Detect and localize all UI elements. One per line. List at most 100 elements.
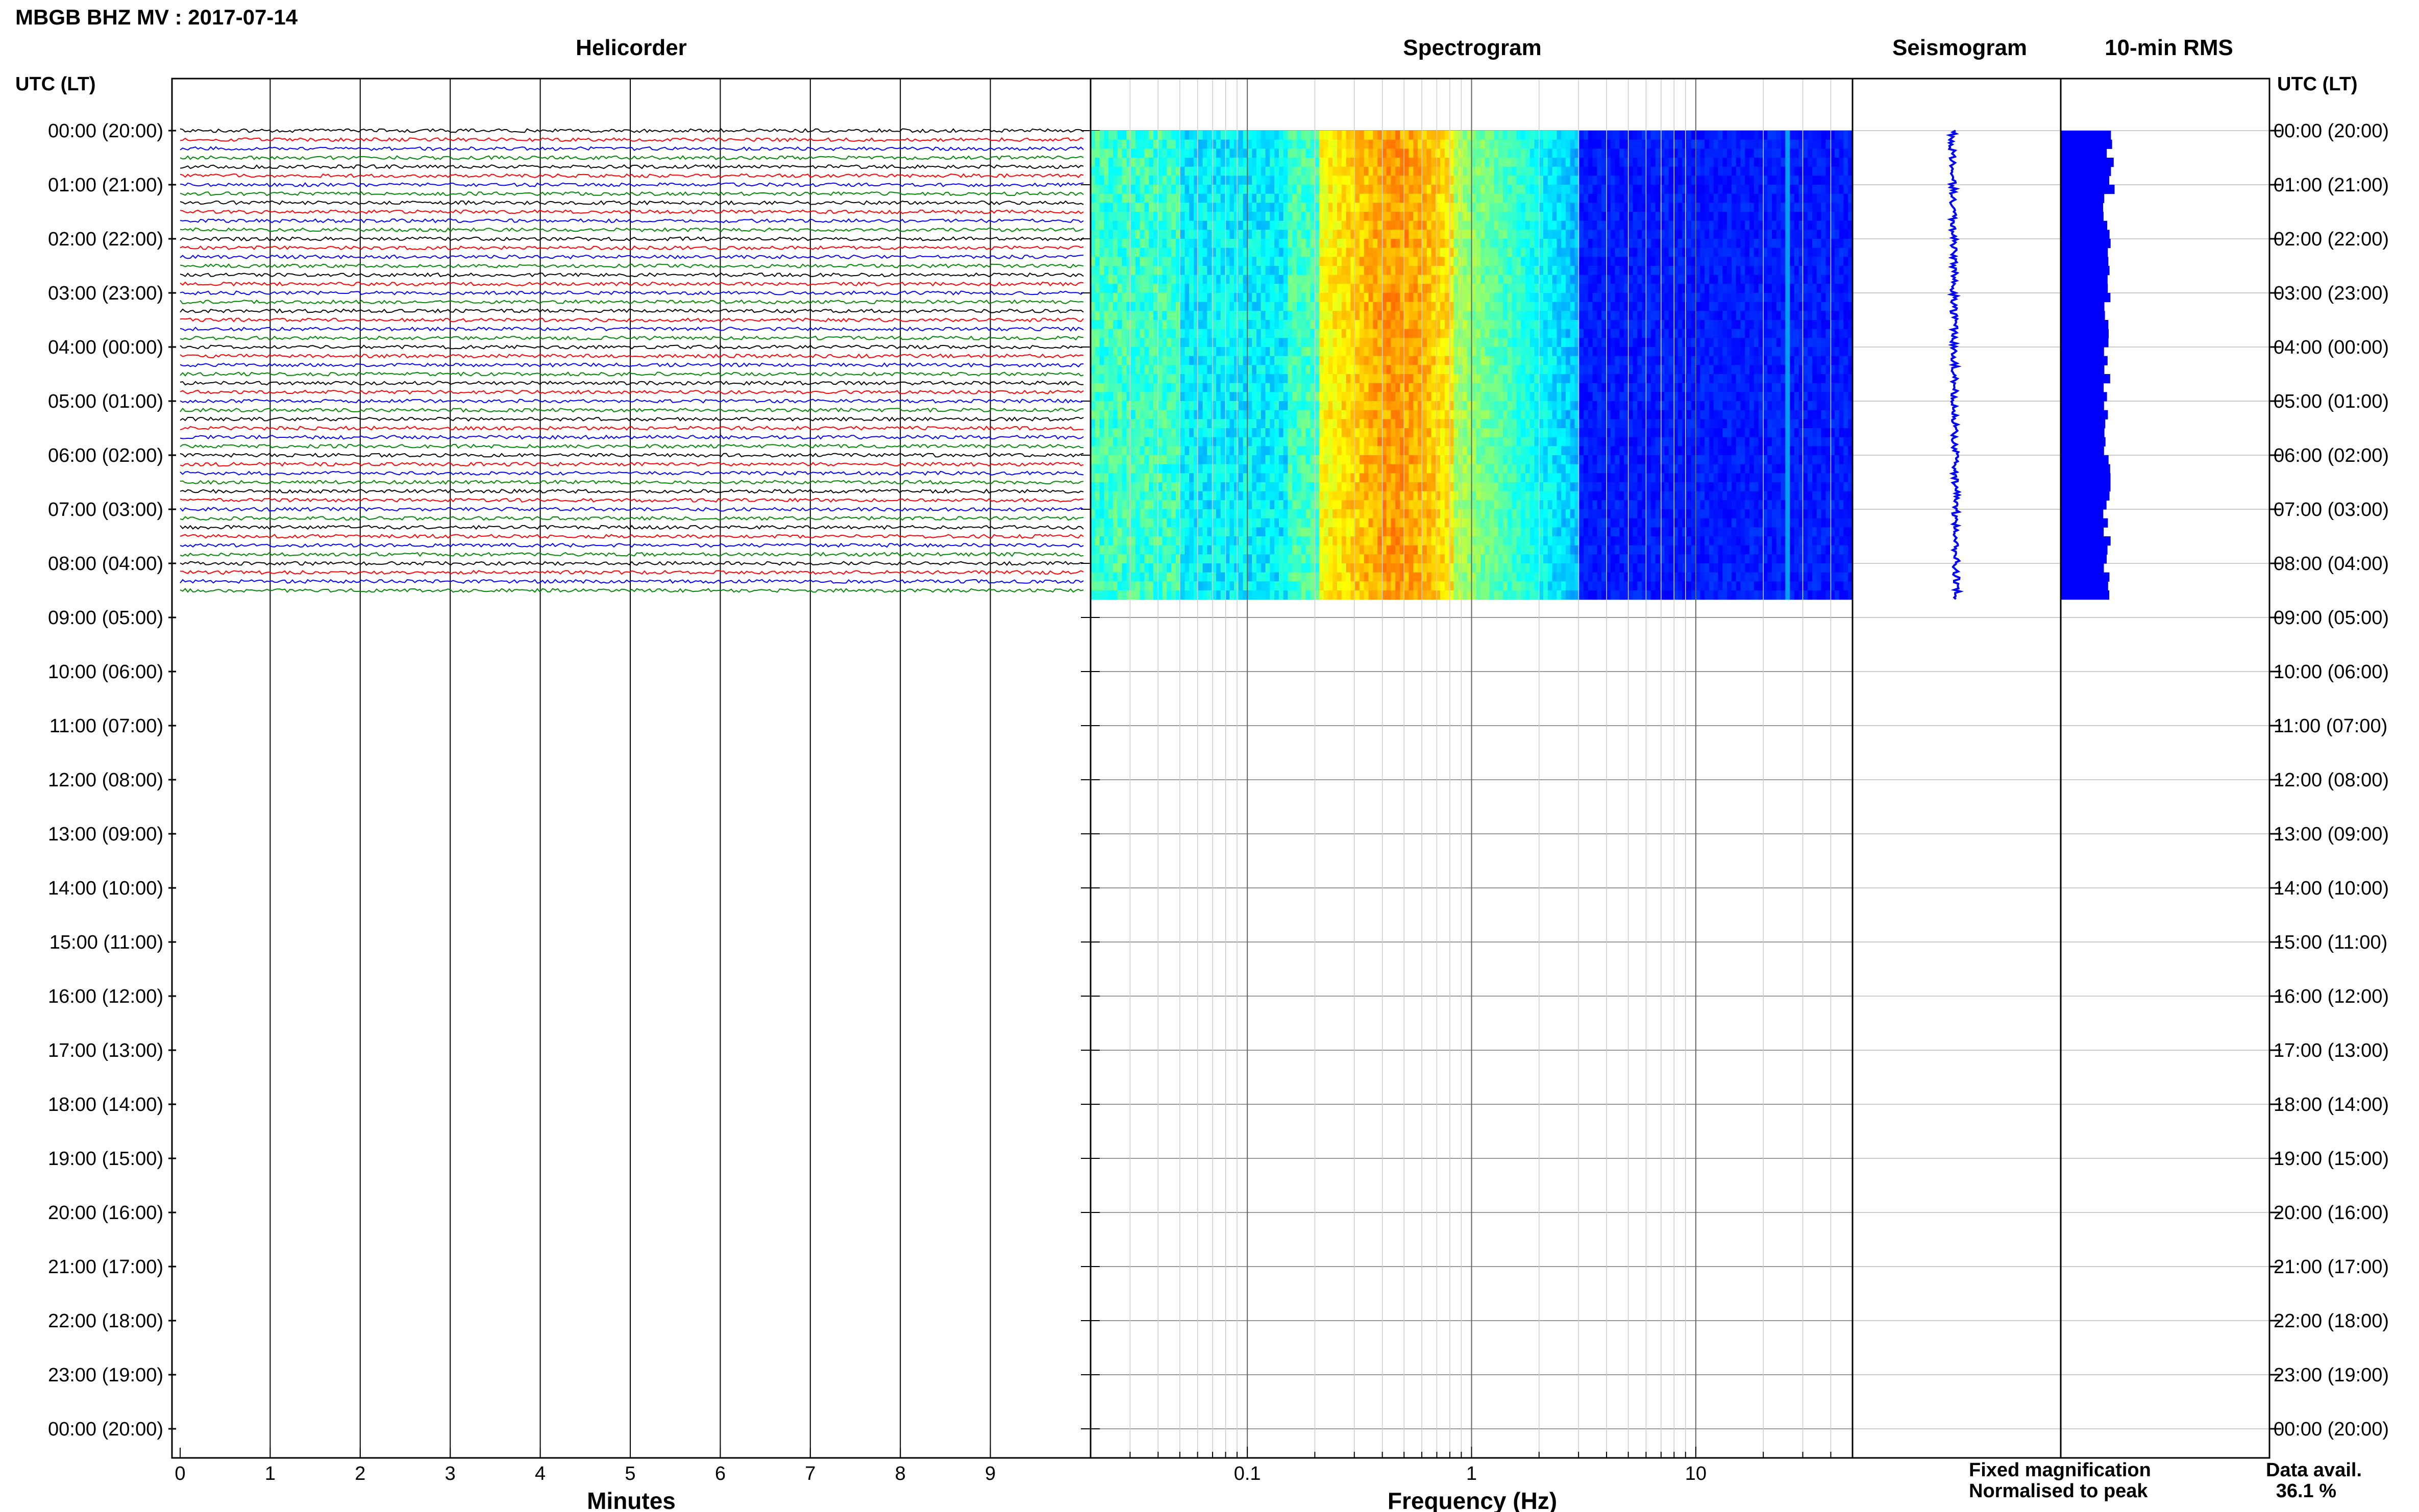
spectrogram-cell (1108, 383, 1114, 392)
spectrogram-cell (1655, 148, 1660, 158)
spectrogram-cell (1646, 230, 1651, 239)
spectrogram-cell (1194, 383, 1199, 392)
spectrogram-cell (1776, 338, 1782, 348)
spectrogram-cell (1283, 347, 1288, 357)
spectrogram-cell (1771, 247, 1777, 257)
spectrogram-cell (1444, 139, 1450, 149)
spectrogram-cell (1386, 148, 1391, 158)
spectrogram-cell (1288, 284, 1293, 293)
spectrogram-cell (1534, 212, 1539, 221)
spectrogram-cell (1736, 347, 1741, 357)
spectrogram-cell (1503, 266, 1508, 276)
spectrogram-cell (1212, 193, 1217, 203)
spectrogram-cell (1095, 338, 1100, 348)
spectrogram-cell (1543, 158, 1548, 167)
spectrogram-cell (1341, 293, 1347, 303)
spectrogram-cell (1776, 320, 1782, 330)
spectrogram-cell (1785, 148, 1790, 158)
spectrogram-cell (1350, 239, 1355, 249)
spectrogram-cell (1305, 176, 1311, 185)
spectrogram-cell (1278, 131, 1284, 140)
spectrogram-cell (1364, 338, 1369, 348)
spectrogram-cell (1288, 320, 1293, 330)
spectrogram-cell (1489, 329, 1494, 338)
spectrogram-cell (1409, 365, 1414, 375)
spectrogram-cell (1650, 275, 1656, 284)
spectrogram-cell (1171, 311, 1176, 320)
spectrogram-cell (1646, 338, 1651, 348)
spectrogram-cell (1525, 284, 1531, 293)
spectrogram-cell (1323, 284, 1329, 293)
spectrogram-cell (1436, 212, 1441, 221)
spectrogram-cell (1794, 220, 1799, 230)
spectrogram-cell (1565, 275, 1571, 284)
spectrogram-cell (1144, 383, 1149, 392)
spectrogram-cell (1162, 320, 1167, 330)
spectrogram-cell (1395, 293, 1400, 303)
spectrogram-cell (1328, 311, 1333, 320)
spectrogram-cell (1212, 347, 1217, 357)
spectrogram-cell (1404, 220, 1410, 230)
spectrogram-cell (1754, 239, 1759, 249)
spectrogram-cell (1162, 257, 1167, 266)
spectrogram-cell (1736, 158, 1741, 167)
spectrogram-cell (1687, 185, 1692, 194)
spectrogram-cell (1431, 148, 1436, 158)
spectrogram-cell (1194, 356, 1199, 365)
spectrogram-cell (1745, 212, 1750, 221)
spectrogram-cell (1301, 230, 1306, 239)
spectrogram-cell (1355, 383, 1360, 392)
spectrogram-cell (1552, 148, 1557, 158)
spectrogram-cell (1301, 239, 1306, 249)
spectrogram-cell (1830, 275, 1835, 284)
spectrogram-cell (1207, 247, 1212, 257)
spectrogram-cell (1749, 176, 1755, 185)
spectrogram-cell (1534, 185, 1539, 194)
spectrogram-cell (1301, 365, 1306, 375)
spectrogram-cell (1458, 329, 1463, 338)
spectrogram-cell (1691, 131, 1696, 140)
spectrogram-cell (1444, 365, 1450, 375)
spectrogram-cell (1570, 284, 1575, 293)
spectrogram-cell (1687, 284, 1692, 293)
spectrogram-cell (1091, 247, 1096, 257)
spectrogram-cell (1830, 311, 1835, 320)
spectrogram-cell (1579, 212, 1584, 221)
spectrogram-cell (1718, 311, 1723, 320)
spectrogram-cell (1525, 302, 1531, 311)
spectrogram-cell (1184, 365, 1190, 375)
spectrogram-cell (1167, 185, 1172, 194)
spectrogram-cell (1745, 266, 1750, 276)
spectrogram-cell (1758, 131, 1763, 140)
spectrogram-cell (1615, 185, 1620, 194)
spectrogram-cell (1305, 383, 1311, 392)
spectrogram-cell (1194, 239, 1199, 249)
spectrogram-cell (1579, 293, 1584, 303)
spectrogram-cell (1776, 356, 1782, 365)
spectrogram-cell (1180, 275, 1185, 284)
spectrogram-cell (1705, 266, 1710, 276)
spectrogram-cell (1808, 347, 1813, 357)
spectrogram-cell (1157, 257, 1163, 266)
spectrogram-cell (1588, 185, 1593, 194)
spectrogram-cell (1794, 203, 1799, 212)
spectrogram-cell (1140, 356, 1145, 365)
spectrogram-cell (1539, 383, 1544, 392)
spectrogram-cell (1265, 329, 1270, 338)
spectrogram-cell (1637, 356, 1642, 365)
spectrogram-cell (1256, 176, 1262, 185)
spectrogram-cell (1355, 247, 1360, 257)
spectrogram-cell (1270, 338, 1275, 348)
spectrogram-cell (1238, 139, 1244, 149)
spectrogram-cell (1315, 293, 1320, 303)
spectrogram-cell (1790, 203, 1795, 212)
spectrogram-cell (1184, 131, 1190, 140)
spectrogram-cell (1202, 212, 1207, 221)
spectrogram-cell (1794, 193, 1799, 203)
spectrogram-cell (1830, 148, 1835, 158)
spectrogram-cell (1677, 185, 1683, 194)
spectrogram-cell (1767, 266, 1772, 276)
spectrogram-cell (1288, 131, 1293, 140)
spectrogram-cell (1731, 311, 1737, 320)
spectrogram-cell (1189, 338, 1194, 348)
